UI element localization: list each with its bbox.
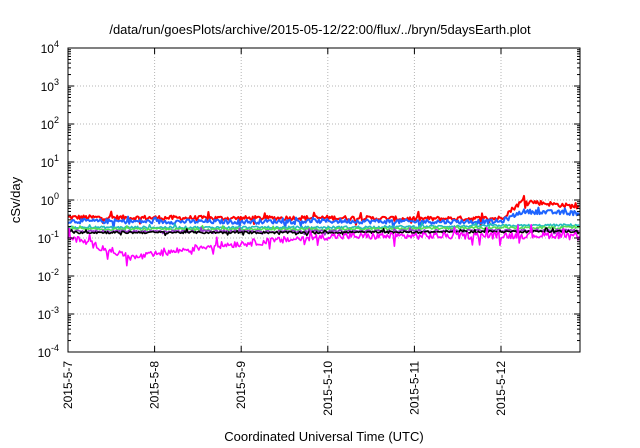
y-tick-label: 10-3 — [38, 305, 59, 322]
series-line — [67, 224, 580, 233]
x-tick-label: 2015-5-8 — [148, 361, 162, 409]
series-line — [67, 206, 581, 230]
y-tick-label: 100 — [41, 191, 59, 208]
y-axis-label: cSv/day — [8, 176, 23, 223]
series-group — [67, 194, 581, 267]
y-tick-label: 104 — [41, 39, 59, 56]
x-tick-label: 2015-5-12 — [494, 361, 508, 416]
series-line — [67, 222, 580, 232]
series-line — [67, 224, 580, 267]
chart-title: /data/run/goesPlots/archive/2015-05-12/2… — [109, 22, 531, 37]
x-tick-label: 2015-5-10 — [321, 361, 335, 416]
x-tick-label: 2015-5-11 — [407, 361, 421, 415]
y-tick-label: 10-2 — [38, 267, 59, 284]
gridlines — [68, 48, 580, 352]
x-axis-ticks: 2015-5-7 2015-5-8 2015-5-9 2015-5-10 2015-5-… — [61, 48, 508, 416]
y-tick-label: 10-4 — [38, 343, 59, 360]
series-line — [67, 194, 580, 227]
y-tick-label: 103 — [41, 77, 59, 94]
x-tick-label: 2015-5-7 — [61, 361, 75, 409]
y-tick-label: 101 — [41, 153, 59, 170]
y-tick-label: 10-1 — [38, 229, 59, 246]
y-tick-label: 102 — [41, 115, 59, 132]
x-tick-label: 2015-5-9 — [234, 361, 248, 409]
series-line — [67, 227, 580, 237]
x-axis-label: Coordinated Universal Time (UTC) — [224, 429, 423, 444]
